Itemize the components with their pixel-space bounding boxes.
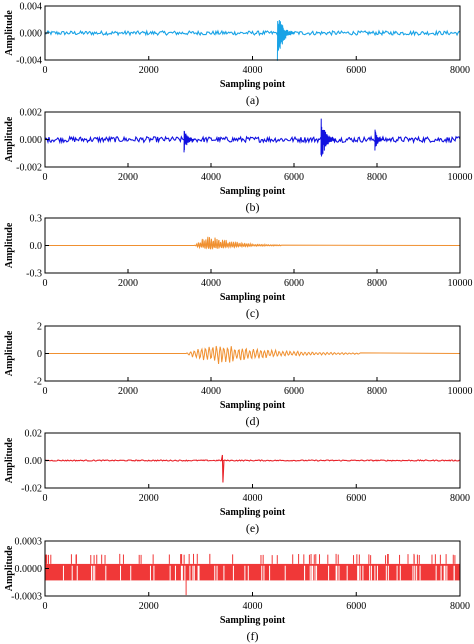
series-burst (276, 20, 295, 61)
panel-label: (a) (246, 93, 259, 107)
x-tick-label: 10000 (448, 386, 473, 397)
panel-e: 0 2000 4000 6000 8000 -0.02 0.00 0.02 Sampling p… (4, 429, 470, 536)
x-tick-label: 8000 (367, 278, 387, 289)
y-tick-label: 0.0003 (15, 537, 43, 548)
x-tick-label: 4000 (243, 601, 263, 612)
x-tick-label: 6000 (346, 601, 366, 612)
series-low-level-noise (44, 459, 461, 462)
x-tick-label: 0 (43, 386, 48, 397)
x-tick-label: 4000 (243, 493, 263, 504)
panel-label: (b) (246, 200, 260, 214)
x-tick-label: 8000 (450, 493, 470, 504)
y-axis-label: Amplitude (4, 545, 15, 591)
x-tick-label: 4000 (201, 172, 221, 183)
x-tick-label: 0 (43, 601, 48, 612)
plot-area (44, 454, 461, 483)
panel-label: (d) (246, 414, 260, 428)
x-axis-label: Sampling point (220, 400, 286, 411)
x-axis-label: Sampling point (220, 186, 286, 197)
y-tick-label: -0.004 (16, 56, 42, 67)
x-tick-label: 8000 (367, 172, 387, 183)
y-tick-label: 0.000 (20, 135, 43, 146)
panel-f: 0 2000 4000 6000 8000 -0.0003 0.0000 0.0003 Samp… (4, 537, 470, 644)
x-tick-label: 10000 (448, 172, 473, 183)
panel-label: (e) (246, 521, 259, 535)
x-tick-label: 2000 (139, 65, 159, 76)
series-spike (220, 454, 225, 483)
x-tick-label: 6000 (284, 172, 304, 183)
plot-area (45, 553, 460, 596)
x-tick-label: 6000 (284, 386, 304, 397)
y-tick-label: 0.3 (30, 214, 43, 225)
y-tick-label: 0.0 (30, 241, 43, 252)
series-decaying-oscillation (45, 345, 461, 364)
y-axis-label: Amplitude (4, 222, 15, 268)
x-tick-label: 2000 (118, 172, 138, 183)
y-tick-label: 0 (37, 349, 42, 360)
y-tick-label: 0.00 (25, 456, 43, 467)
x-tick-label: 8000 (450, 65, 470, 76)
y-axis-label: Amplitude (4, 116, 15, 162)
series-burst (374, 129, 384, 151)
x-axis-label: Sampling point (220, 292, 286, 303)
y-axis-label: Amplitude (4, 330, 15, 376)
panel-label: (f) (247, 629, 259, 643)
plot-area (44, 20, 461, 61)
y-tick-label: 0.02 (25, 429, 43, 440)
series-low-level-noise (44, 29, 461, 37)
series-low-level-noise (44, 135, 461, 145)
series-gaps (62, 565, 455, 581)
series-decaying-oscillation (45, 236, 461, 250)
panel-a: 0 2000 4000 6000 8000 -0.004 0.000 0.004 Samplin… (4, 2, 470, 108)
y-tick-label: 0.002 (20, 108, 43, 119)
x-tick-label: 4000 (243, 65, 263, 76)
plot-area (44, 118, 461, 157)
panel-c: 0 2000 4000 6000 8000 10000 -0.3 0.0 0.3 Sampling… (4, 214, 473, 321)
x-tick-label: 2000 (139, 493, 159, 504)
x-tick-label: 8000 (367, 386, 387, 397)
x-tick-label: 0 (43, 278, 48, 289)
series-burst (320, 118, 336, 157)
y-axis-label: Amplitude (4, 10, 15, 56)
y-tick-label: 0.004 (20, 2, 43, 13)
x-axis-label: Sampling point (220, 79, 286, 90)
x-tick-label: 2000 (118, 386, 138, 397)
x-tick-label: 4000 (201, 278, 221, 289)
y-axis-label: Amplitude (4, 437, 15, 483)
y-tick-label: 2 (37, 322, 42, 333)
x-tick-label: 0 (43, 65, 48, 76)
x-tick-label: 10000 (448, 278, 473, 289)
x-tick-label: 0 (43, 493, 48, 504)
x-tick-label: 2000 (139, 601, 159, 612)
panel-b: 0 2000 4000 6000 8000 10000 -0.002 0.000 0.002 Sa… (4, 108, 473, 215)
x-tick-label: 2000 (118, 278, 138, 289)
y-tick-label: 0.0000 (15, 564, 43, 575)
y-tick-label: 0.000 (20, 29, 43, 40)
y-tick-label: -0.02 (21, 484, 42, 495)
x-tick-label: 6000 (346, 65, 366, 76)
x-axis-label: Sampling point (220, 615, 286, 626)
y-tick-label: -0.002 (16, 163, 42, 174)
x-tick-label: 0 (43, 172, 48, 183)
x-tick-label: 8000 (450, 601, 470, 612)
plot-area (45, 236, 461, 250)
panel-label: (c) (246, 306, 259, 320)
series-spikes (45, 553, 456, 564)
y-tick-label: -2 (34, 377, 42, 388)
x-tick-label: 6000 (346, 493, 366, 504)
series-burst (183, 130, 195, 153)
series-noise-band (45, 563, 460, 581)
plot-area (45, 345, 461, 364)
x-axis-label: Sampling point (220, 507, 286, 518)
y-tick-label: -0.3 (26, 269, 42, 280)
x-tick-label: 4000 (201, 386, 221, 397)
x-tick-label: 6000 (284, 278, 304, 289)
y-tick-label: -0.0003 (11, 592, 42, 603)
